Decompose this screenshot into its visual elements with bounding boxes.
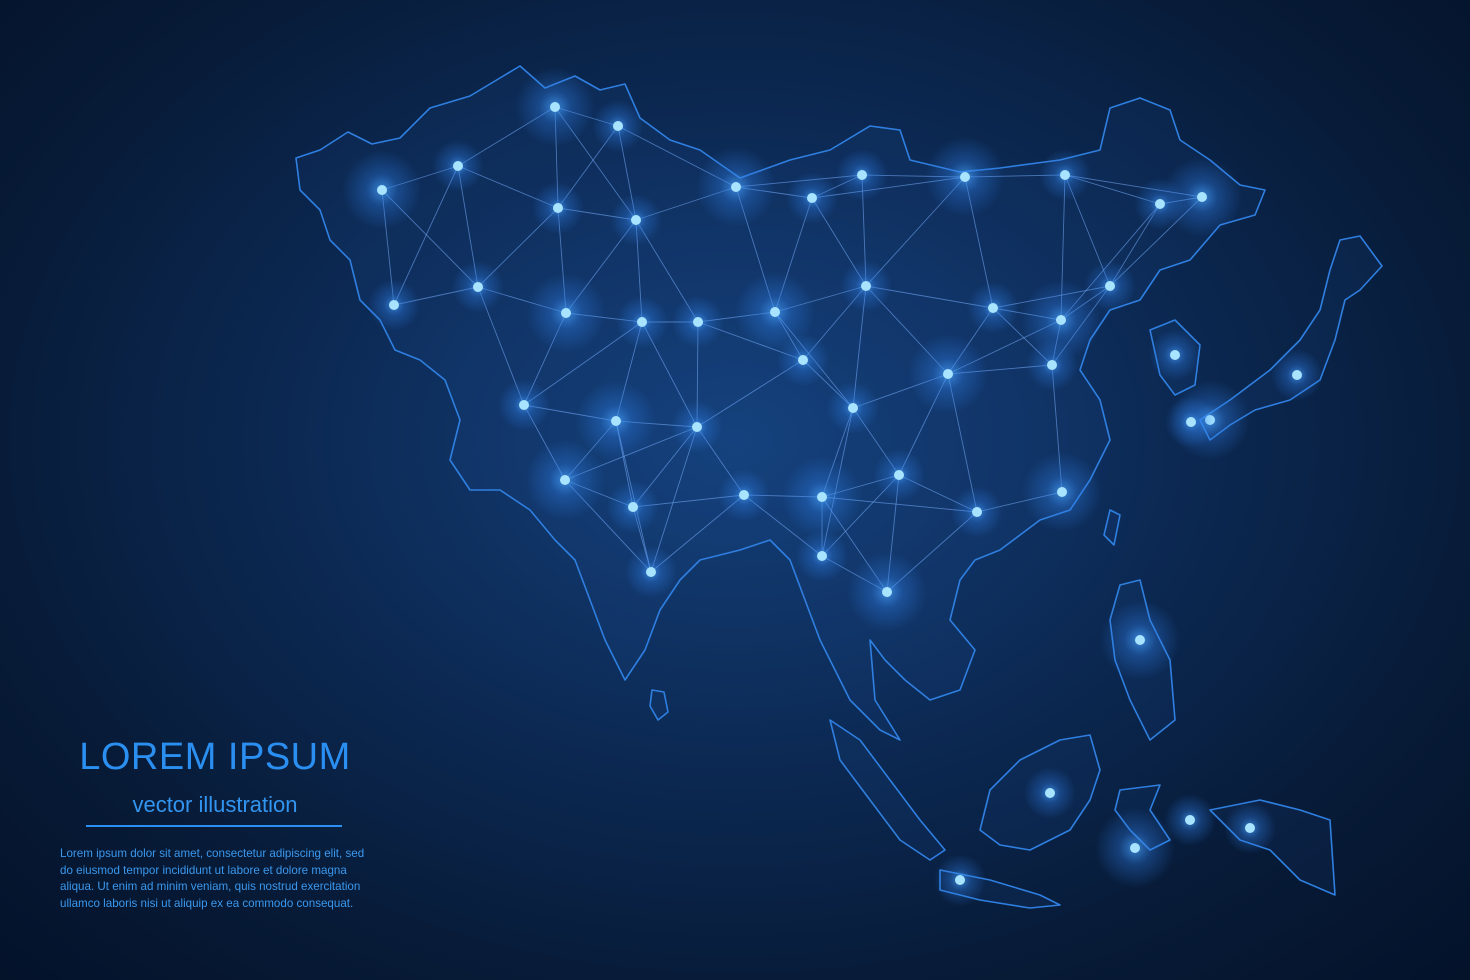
network-node — [807, 193, 817, 203]
network-node — [960, 172, 970, 182]
network-node — [389, 300, 399, 310]
network-nodes — [342, 67, 1323, 906]
network-node — [882, 587, 892, 597]
network-node — [613, 121, 623, 131]
network-node — [1245, 823, 1255, 833]
network-node — [550, 102, 560, 112]
network-node — [1057, 487, 1067, 497]
network-node — [770, 307, 780, 317]
network-node — [1060, 170, 1070, 180]
sumatra-outline — [829, 719, 946, 861]
caption-body: Lorem ipsum dolor sit amet, consectetur … — [60, 847, 365, 910]
caption-divider — [86, 825, 342, 827]
network-node — [1047, 360, 1057, 370]
network-node — [943, 369, 953, 379]
network-node — [637, 317, 647, 327]
network-node — [894, 470, 904, 480]
network-node — [1170, 350, 1180, 360]
network-node — [628, 502, 638, 512]
sri-lanka-outline — [649, 689, 669, 721]
network-node — [693, 317, 703, 327]
network-node — [988, 303, 998, 313]
network-node — [553, 203, 563, 213]
network-node — [519, 400, 529, 410]
network-node — [739, 490, 749, 500]
network-node — [561, 308, 571, 318]
network-node — [1045, 788, 1055, 798]
network-node — [1185, 815, 1195, 825]
taiwan-outline — [1103, 509, 1121, 546]
network-node — [646, 567, 656, 577]
network-node — [731, 182, 741, 192]
network-node — [631, 215, 641, 225]
caption-title: LOREM IPSUM — [79, 736, 351, 778]
network-node — [798, 355, 808, 365]
network-node — [1105, 281, 1115, 291]
network-node — [1197, 192, 1207, 202]
network-node — [1186, 417, 1196, 427]
network-node — [692, 422, 702, 432]
network-node — [1135, 635, 1145, 645]
network-node — [453, 161, 463, 171]
network-node — [817, 492, 827, 502]
network-node — [377, 185, 387, 195]
network-node — [473, 282, 483, 292]
network-node — [560, 475, 570, 485]
caption-subtitle: vector illustration — [132, 792, 298, 817]
network-node — [972, 507, 982, 517]
network-node — [1292, 370, 1302, 380]
network-node — [848, 403, 858, 413]
network-node — [861, 281, 871, 291]
network-node — [1056, 315, 1066, 325]
network-node — [817, 551, 827, 561]
network-node — [611, 416, 621, 426]
network-node — [955, 875, 965, 885]
network-node — [857, 170, 867, 180]
network-node — [1130, 843, 1140, 853]
